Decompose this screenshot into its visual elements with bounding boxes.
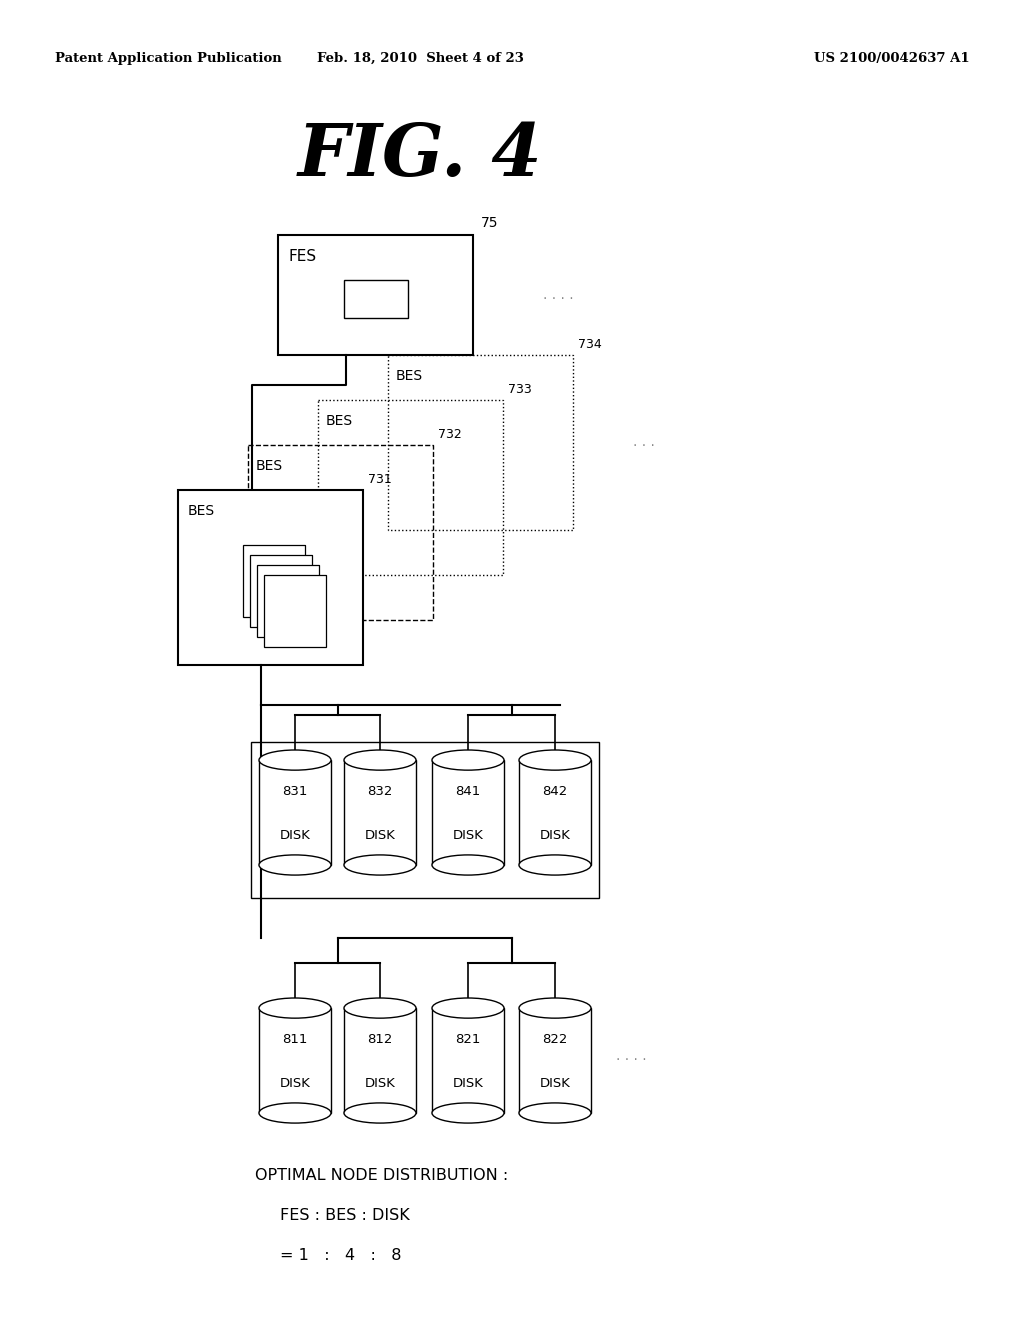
Bar xyxy=(264,576,326,647)
Text: . . . .: . . . . xyxy=(616,1048,646,1063)
Text: BES: BES xyxy=(326,414,353,428)
Text: DISK: DISK xyxy=(453,829,483,842)
Text: 75: 75 xyxy=(481,216,499,230)
Text: 732: 732 xyxy=(438,428,462,441)
Ellipse shape xyxy=(432,855,504,875)
Ellipse shape xyxy=(259,1104,331,1123)
Bar xyxy=(519,760,591,865)
Text: 812: 812 xyxy=(368,1034,392,1045)
Text: DISK: DISK xyxy=(453,1077,483,1090)
Bar xyxy=(243,545,305,616)
Bar xyxy=(344,760,416,865)
Bar xyxy=(257,565,319,638)
Bar xyxy=(250,554,312,627)
Text: FES: FES xyxy=(288,249,316,264)
Text: Feb. 18, 2010  Sheet 4 of 23: Feb. 18, 2010 Sheet 4 of 23 xyxy=(316,51,523,65)
Text: DISK: DISK xyxy=(540,1077,570,1090)
Ellipse shape xyxy=(344,855,416,875)
Ellipse shape xyxy=(259,750,331,770)
Text: DISK: DISK xyxy=(365,1077,395,1090)
Bar xyxy=(344,1008,416,1113)
Ellipse shape xyxy=(519,750,591,770)
Text: 811: 811 xyxy=(283,1034,307,1045)
Ellipse shape xyxy=(259,998,331,1018)
Text: BES: BES xyxy=(188,504,215,517)
Bar xyxy=(432,1008,504,1113)
Bar xyxy=(278,235,473,355)
Text: . . .: . . . xyxy=(633,436,655,450)
Text: US 2100/0042637 A1: US 2100/0042637 A1 xyxy=(814,51,970,65)
Bar xyxy=(248,445,433,620)
Ellipse shape xyxy=(259,855,331,875)
Text: 822: 822 xyxy=(543,1034,567,1045)
Text: = 1   :   4   :   8: = 1 : 4 : 8 xyxy=(280,1247,401,1263)
Text: DISK: DISK xyxy=(280,1077,310,1090)
Text: 734: 734 xyxy=(578,338,602,351)
Ellipse shape xyxy=(344,1104,416,1123)
Ellipse shape xyxy=(432,998,504,1018)
Text: DISK: DISK xyxy=(280,829,310,842)
Text: FIG. 4: FIG. 4 xyxy=(298,120,543,191)
Text: DISK: DISK xyxy=(540,829,570,842)
Text: Patent Application Publication: Patent Application Publication xyxy=(55,51,282,65)
Ellipse shape xyxy=(432,750,504,770)
Bar xyxy=(343,280,408,318)
Text: 733: 733 xyxy=(508,383,531,396)
Text: FES : BES : DISK: FES : BES : DISK xyxy=(280,1208,410,1224)
Ellipse shape xyxy=(519,855,591,875)
Text: 731: 731 xyxy=(368,473,392,486)
Text: 842: 842 xyxy=(543,785,567,799)
Bar xyxy=(519,1008,591,1113)
Bar xyxy=(251,742,599,898)
Bar xyxy=(259,760,331,865)
Bar xyxy=(432,760,504,865)
Text: 841: 841 xyxy=(456,785,480,799)
Text: BES: BES xyxy=(396,370,423,383)
Ellipse shape xyxy=(344,750,416,770)
Bar xyxy=(388,355,573,531)
Text: 831: 831 xyxy=(283,785,307,799)
Text: 832: 832 xyxy=(368,785,392,799)
Ellipse shape xyxy=(344,998,416,1018)
Ellipse shape xyxy=(432,1104,504,1123)
Text: 821: 821 xyxy=(456,1034,480,1045)
Text: DISK: DISK xyxy=(365,829,395,842)
Bar xyxy=(178,490,362,665)
Bar xyxy=(318,400,503,576)
Text: . . . .: . . . . xyxy=(543,288,573,302)
Bar xyxy=(259,1008,331,1113)
Ellipse shape xyxy=(519,1104,591,1123)
Text: OPTIMAL NODE DISTRIBUTION :: OPTIMAL NODE DISTRIBUTION : xyxy=(255,1168,508,1183)
Ellipse shape xyxy=(519,998,591,1018)
Text: BES: BES xyxy=(256,459,283,473)
